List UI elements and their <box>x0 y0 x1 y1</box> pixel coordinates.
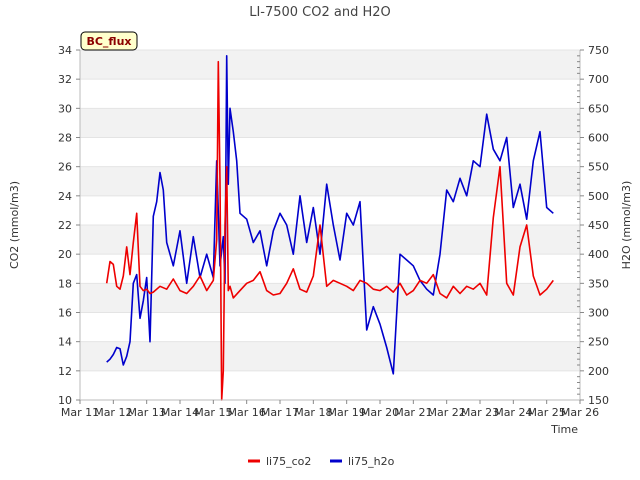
y-tick-label-right: 650 <box>588 102 609 115</box>
x-tick-label: Mar 14 <box>161 406 199 419</box>
x-tick-label: Mar 22 <box>428 406 466 419</box>
y-tick-label-right: 450 <box>588 219 609 232</box>
x-tick-label: Mar 11 <box>61 406 99 419</box>
y-axis-title-left: CO2 (mmol/m3) <box>8 181 21 269</box>
x-tick-label: Mar 26 <box>561 406 599 419</box>
y-tick-label-left: 14 <box>58 336 72 349</box>
y-tick-label-right: 500 <box>588 190 609 203</box>
y-tick-label-right: 250 <box>588 336 609 349</box>
badge: BC_flux <box>80 31 138 51</box>
x-tick-label: Mar 19 <box>328 406 366 419</box>
y-ticks-left: 10 12 14 16 18 20 22 24 26 28 30 32 34 <box>58 44 80 407</box>
y-ticks-right: 150 200 250 300 350 400 450 500 550 600 650 700 750 <box>577 44 609 407</box>
grid-band <box>80 108 580 138</box>
series-layer <box>105 54 554 401</box>
grid-band <box>80 283 580 313</box>
y-tick-label-left: 28 <box>58 132 72 145</box>
legend-label-li75_h2o: li75_h2o <box>348 455 395 468</box>
y-tick-label-right: 350 <box>588 277 609 290</box>
y-tick-label-left: 26 <box>58 161 72 174</box>
y-tick-label-left: 32 <box>58 73 72 86</box>
y-tick-label-left: 10 <box>58 394 72 407</box>
x-tick-label: Mar 18 <box>294 406 332 419</box>
y-tick-label-right: 750 <box>588 44 609 57</box>
x-tick-label: Mar 21 <box>394 406 432 419</box>
y-tick-label-right: 600 <box>588 132 609 145</box>
x-tick-label: Mar 12 <box>94 406 132 419</box>
y-tick-label-left: 24 <box>58 190 72 203</box>
legend: li75_co2 li75_h2o <box>248 455 395 468</box>
y-tick-label-right: 200 <box>588 365 609 378</box>
grid-band <box>80 225 580 255</box>
badge-box <box>80 31 138 51</box>
y-tick-label-right: 700 <box>588 73 609 86</box>
x-tick-label: Mar 13 <box>128 406 166 419</box>
y-tick-label-right: 150 <box>588 394 609 407</box>
y-tick-label-right: 300 <box>588 307 609 320</box>
y-tick-label-right: 550 <box>588 161 609 174</box>
y-tick-label-left: 12 <box>58 365 72 378</box>
legend-label-li75_co2: li75_co2 <box>266 455 311 468</box>
chart-title: LI-7500 CO2 and H2O <box>249 5 391 20</box>
y-axis-title-right: H2O (mmol/m3) <box>620 181 633 270</box>
y-tick-label-left: 18 <box>58 277 72 290</box>
series-line-li75_h2o <box>106 54 554 375</box>
y-tick-label-left: 20 <box>58 248 72 261</box>
x-axis-title: Time <box>550 423 578 436</box>
series-line-li75_co2 <box>105 60 554 401</box>
y-tick-label-right: 400 <box>588 248 609 261</box>
x-tick-label: Mar 24 <box>494 406 532 419</box>
x-tick-label: Mar 23 <box>461 406 499 419</box>
grid-band <box>80 341 580 371</box>
y-tick-label-left: 34 <box>58 44 72 57</box>
x-tick-label: Mar 15 <box>194 406 232 419</box>
x-tick-label: Mar 17 <box>261 406 299 419</box>
y-tick-label-left: 16 <box>58 307 72 320</box>
x-tick-label: Mar 16 <box>228 406 266 419</box>
x-tick-label: Mar 20 <box>361 406 399 419</box>
grid-band <box>80 50 580 80</box>
y-tick-label-left: 22 <box>58 219 72 232</box>
grid-bands <box>80 49 580 401</box>
x-tick-label: Mar 25 <box>528 406 566 419</box>
badge-label: BC_flux <box>86 35 131 48</box>
y-tick-label-left: 30 <box>58 102 72 115</box>
grid-band <box>80 166 580 196</box>
